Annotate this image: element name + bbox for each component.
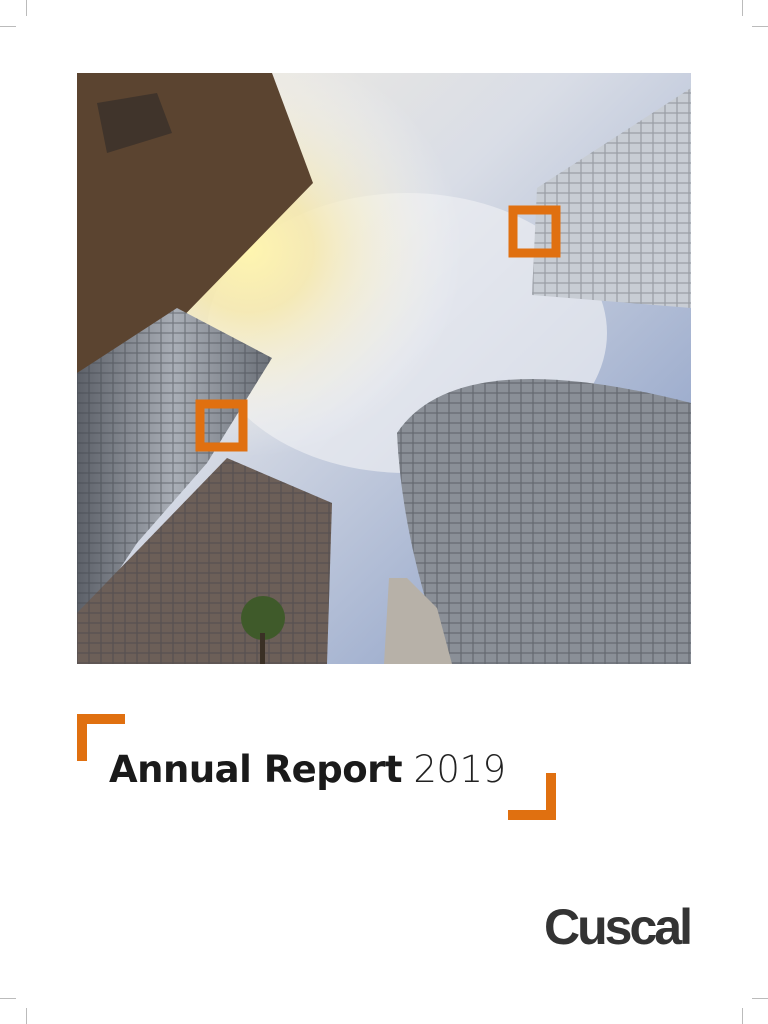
- title-bold: Annual Report: [109, 748, 403, 791]
- crop-mark: [0, 26, 16, 27]
- cover-photo: [77, 73, 691, 664]
- crop-mark: [26, 0, 27, 16]
- title-year: 2019: [413, 748, 506, 791]
- crop-mark: [0, 998, 16, 999]
- cuscal-logo: Cuscal: [544, 899, 693, 955]
- bracket-bottom-right: [508, 810, 556, 820]
- crop-mark: [752, 26, 768, 27]
- crop-mark: [742, 0, 743, 16]
- bracket-bottom-right: [546, 773, 556, 820]
- crop-mark: [752, 998, 768, 999]
- crop-mark: [742, 1008, 743, 1024]
- report-title: Annual Report 2019: [109, 748, 506, 791]
- bracket-top-left: [77, 714, 125, 724]
- crop-mark: [26, 1008, 27, 1024]
- bracket-top-left: [77, 714, 87, 761]
